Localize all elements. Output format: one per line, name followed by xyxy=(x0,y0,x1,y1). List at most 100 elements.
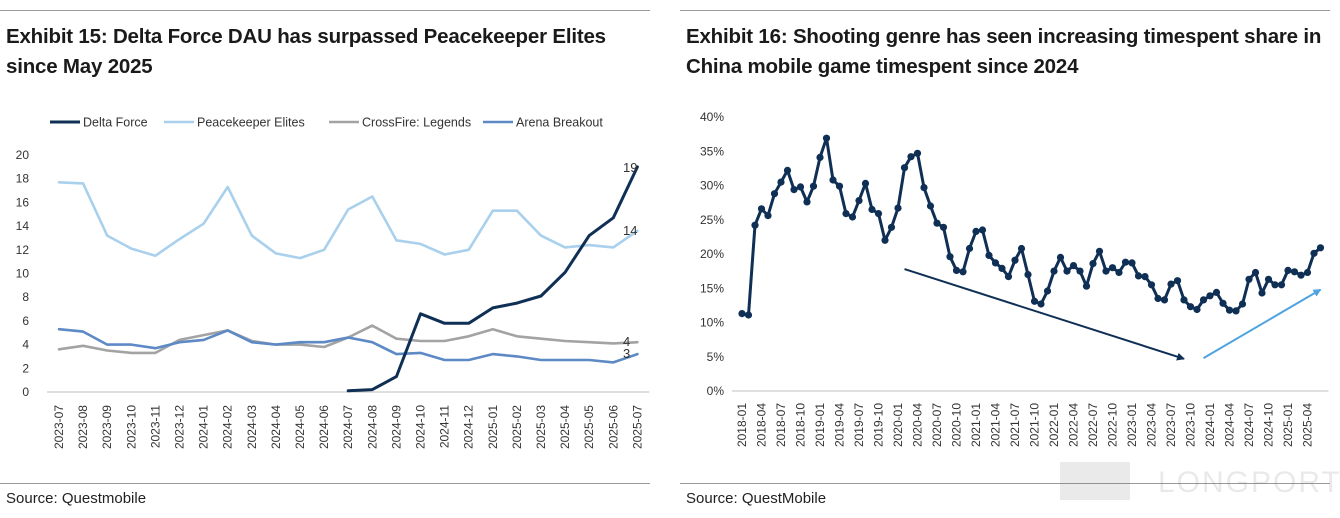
x-tick-label: 2020-07 xyxy=(930,403,944,447)
data-point xyxy=(1115,268,1123,277)
x-tick-label: 2025-04 xyxy=(1301,403,1315,447)
data-point xyxy=(1199,296,1208,304)
x-tick-label: 2024-10 xyxy=(414,405,428,449)
x-tick-label: 2025-03 xyxy=(534,405,548,449)
legend-entry: Peacekeeper Elites xyxy=(197,116,305,130)
x-tick-label: 2023-04 xyxy=(1145,403,1159,447)
data-point xyxy=(1037,300,1045,308)
data-point xyxy=(744,311,753,319)
data-point xyxy=(783,166,792,174)
x-tick-label: 2025-04 xyxy=(558,405,572,449)
data-point xyxy=(1017,244,1026,253)
data-point xyxy=(1154,294,1162,303)
x-tick-label: 2022-07 xyxy=(1086,403,1100,447)
x-tick-label: 2023-10 xyxy=(1184,403,1198,447)
y-tick-label: 20 xyxy=(16,148,30,162)
legend-entry: Arena Breakout xyxy=(516,116,603,130)
data-point xyxy=(1089,260,1097,268)
series-line-arena-breakout xyxy=(57,327,639,364)
x-tick-label: 2021-01 xyxy=(969,403,983,447)
data-point xyxy=(1173,277,1182,285)
data-point xyxy=(952,266,961,274)
data-point xyxy=(1290,268,1299,276)
data-point xyxy=(1069,262,1078,270)
data-point xyxy=(790,186,798,194)
data-point xyxy=(894,204,902,212)
exhibit-16-title: Exhibit 16: Shooting genre has seen incr… xyxy=(686,25,1322,78)
x-tick-label: 2021-07 xyxy=(1008,403,1022,447)
y-tick-label: 8 xyxy=(22,290,29,304)
x-tick-label: 2023-09 xyxy=(100,405,114,449)
data-point xyxy=(803,198,811,206)
data-point xyxy=(1316,244,1325,252)
data-point xyxy=(1011,256,1019,264)
data-point xyxy=(861,179,870,187)
x-tick-label: 2023-07 xyxy=(52,405,66,449)
data-point xyxy=(1206,292,1214,300)
x-tick-label: 2021-10 xyxy=(1028,403,1042,447)
x-tick-label: 2023-01 xyxy=(1125,403,1139,447)
x-tick-label: 2023-11 xyxy=(148,405,162,448)
data-point xyxy=(1303,268,1312,277)
x-tick-label: 2019-01 xyxy=(813,403,827,447)
x-tick-label: 2018-04 xyxy=(755,403,769,447)
data-point xyxy=(1277,281,1286,289)
end-value-label: 4 xyxy=(623,334,630,349)
data-point xyxy=(1141,273,1149,281)
data-point xyxy=(913,149,922,157)
x-tick-label: 2021-04 xyxy=(989,403,1003,447)
end-value-label: 3 xyxy=(623,346,630,361)
data-point xyxy=(1180,296,1188,304)
x-tick-label: 2024-01 xyxy=(1203,403,1217,447)
x-tick-label: 2020-04 xyxy=(911,403,925,447)
data-point xyxy=(985,251,993,259)
x-tick-label: 2018-10 xyxy=(794,403,808,447)
x-tick-label: 2024-04 xyxy=(1223,403,1237,447)
y-tick-label: 12 xyxy=(16,243,30,257)
data-point xyxy=(1251,268,1260,277)
exhibit-15-title: Exhibit 15: Delta Force DAU has surpasse… xyxy=(6,25,606,78)
data-point xyxy=(874,210,883,218)
data-point xyxy=(764,212,772,220)
data-point xyxy=(809,182,818,190)
y-tick-label: 4 xyxy=(22,338,29,352)
y-axis: 0 2 4 6 8 10 12 14 16 18 20 xyxy=(16,148,30,399)
data-point xyxy=(1264,275,1273,283)
data-point xyxy=(757,205,766,213)
data-point xyxy=(1186,303,1195,311)
x-tick-label: 2019-07 xyxy=(852,403,866,447)
y-tick-label: 14 xyxy=(16,219,30,233)
exhibit-16-chart: 0%5%10%15%20%25%30%35%40%2018-01 2018-04 2… xyxy=(700,110,1329,447)
legend: Delta Force Peacekeeper Elites CrossFire: … xyxy=(50,116,603,130)
data-point xyxy=(1056,253,1065,261)
data-point xyxy=(842,210,850,218)
data-point xyxy=(848,213,857,221)
y-tick-label: 0% xyxy=(707,384,725,398)
data-point xyxy=(907,153,915,161)
x-tick-label: 2023-10 xyxy=(124,405,138,449)
x-tick-label: 2025-07 xyxy=(630,405,644,449)
x-tick-label: 2018-07 xyxy=(774,403,788,447)
data-point xyxy=(1076,267,1084,275)
x-tick-label: 2025-05 xyxy=(582,405,596,449)
x-tick-label: 2025-06 xyxy=(606,405,620,449)
data-point xyxy=(751,221,759,229)
data-point xyxy=(1102,267,1110,275)
downtrend-arrow xyxy=(904,268,1185,361)
x-tick-label: 2024-10 xyxy=(1262,403,1276,447)
data-point xyxy=(855,197,863,205)
y-tick-label: 10% xyxy=(700,316,724,330)
x-tick-label: 2025-01 xyxy=(486,405,500,449)
data-point xyxy=(1212,288,1221,296)
data-point xyxy=(946,253,954,261)
x-axis: 2018-01 2018-04 2018-07 2018-10 2019-01 2019-… xyxy=(735,403,1315,447)
exhibit-16-source: Source: QuestMobile xyxy=(686,490,827,507)
x-tick-label: 2023-12 xyxy=(173,405,187,449)
y-tick-label: 2 xyxy=(22,361,29,375)
data-point xyxy=(887,223,896,231)
x-tick-label: 2025-02 xyxy=(510,405,524,449)
y-tick-label: 15% xyxy=(700,281,724,295)
data-point xyxy=(738,310,746,318)
x-tick-label: 2024-05 xyxy=(293,405,307,449)
x-axis: 2023-07 2023-08 2023-09 2023-10 2023-11 2023-… xyxy=(52,405,644,449)
